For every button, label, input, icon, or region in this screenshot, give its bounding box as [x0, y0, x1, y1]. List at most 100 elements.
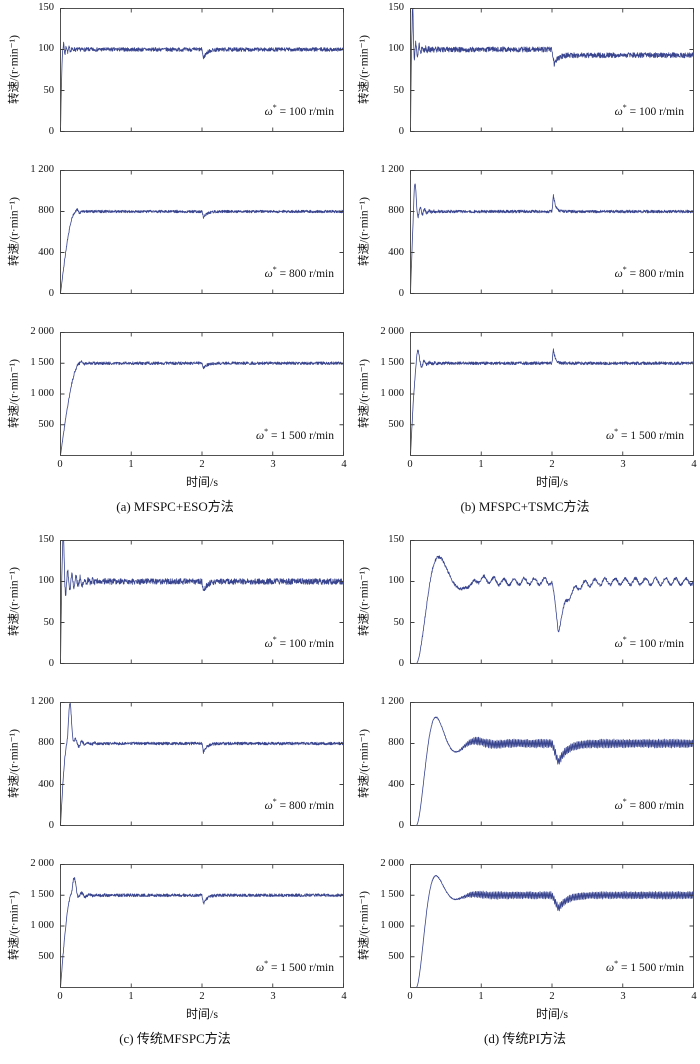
y-tick-label: 0 — [398, 288, 404, 299]
plot-canvas-a2 — [60, 170, 344, 294]
y-tick-label: 500 — [388, 951, 404, 962]
panel-d-plots: 转速/(r·min⁻¹) 0 50 100 150 ω* = 100 r/min 转速/(r… — [350, 532, 700, 1021]
x-tick-label: 3 — [620, 459, 626, 470]
x-axis-label: 时间/s — [535, 475, 568, 489]
y-tick-label: 0 — [398, 126, 404, 137]
x-tick-label: 2 — [199, 459, 205, 470]
x-tick-label: 3 — [270, 991, 276, 1002]
subplot-b1: 转速/(r·min⁻¹) 0 50 100 150 ω* = 100 r/min — [354, 2, 694, 137]
y-tick-label: 400 — [388, 246, 404, 258]
plot-canvas-c3 — [60, 864, 344, 988]
panel-b-caption: (b) MFSPC+TSMC方法 — [460, 499, 590, 514]
panel-c-caption: (c) 传统MFSPC方法 — [119, 1031, 231, 1046]
subplot-a3: 转速/(r·min⁻¹) 500 1 000 1 500 2 000 ω* = 1 500… — [4, 326, 347, 489]
y-tick-label: 50 — [393, 84, 405, 96]
setpoint-annotation: ω* = 100 r/min — [264, 103, 334, 118]
panel-d: 转速/(r·min⁻¹) 0 50 100 150 ω* = 100 r/min 转速/(r… — [350, 532, 700, 1064]
plot-area-a1: ω* = 100 r/min — [60, 8, 344, 132]
y-tick-label: 0 — [398, 658, 404, 669]
subplot-d1: 转速/(r·min⁻¹) 0 50 100 150 ω* = 100 r/min — [354, 534, 694, 669]
panel-d-caption: (d) 传统PI方法 — [484, 1031, 566, 1046]
y-tick-label: 100 — [38, 43, 54, 55]
panel-a-caption: (a) MFSPC+ESO方法 — [116, 499, 234, 514]
y-tick-label: 2 000 — [30, 326, 54, 337]
x-tick-label: 1 — [478, 991, 484, 1002]
setpoint-annotation: ω* = 1 500 r/min — [605, 959, 684, 974]
y-axis-label: 转速/(r·min⁻¹) — [358, 35, 371, 104]
x-tick-label: 1 — [478, 459, 484, 470]
y-tick-label: 1 000 — [380, 920, 404, 931]
y-tick-label: 800 — [38, 737, 54, 749]
setpoint-annotation: ω* = 800 r/min — [264, 265, 334, 280]
y-tick-label: 500 — [38, 951, 54, 962]
x-axis-label: 时间/s — [185, 475, 218, 489]
x-tick-label: 2 — [549, 991, 555, 1002]
plot-area-c2: ω* = 800 r/min — [60, 702, 344, 826]
y-tick-label: 150 — [38, 2, 54, 13]
setpoint-annotation: ω* = 100 r/min — [264, 635, 334, 650]
y-tick-label: 400 — [38, 246, 54, 258]
plot-area-c3: ω* = 1 500 r/min 0 1 2 3 4 — [57, 864, 347, 1002]
y-axis-label: 转速/(r·min⁻¹) — [8, 35, 21, 104]
y-tick-label: 0 — [48, 288, 54, 299]
plot-canvas-b2 — [410, 170, 694, 294]
plot-area-b3: ω* = 1 500 r/min 0 1 2 3 4 — [407, 332, 697, 470]
y-tick-label: 0 — [48, 658, 54, 669]
x-tick-label: 3 — [270, 459, 276, 470]
subplot-c1: 转速/(r·min⁻¹) 0 50 100 150 ω* = 100 r/min — [4, 534, 344, 669]
y-tick-label: 1 000 — [380, 388, 404, 399]
panel-c-plots: 转速/(r·min⁻¹) 0 50 100 150 ω* = 100 r/min 转速/(r… — [0, 532, 350, 1021]
y-tick-label: 800 — [388, 737, 404, 749]
subplot-d2: 转速/(r·min⁻¹) 0 400 800 1 200 ω* = 800 r/min — [354, 696, 694, 831]
subplot-b2: 转速/(r·min⁻¹) 0 400 800 1 200 ω* = 800 r/min — [354, 164, 694, 299]
y-tick-label: 0 — [398, 820, 404, 831]
y-tick-label: 100 — [388, 43, 404, 55]
y-tick-label: 150 — [388, 534, 404, 545]
y-tick-label: 2 000 — [30, 858, 54, 869]
x-tick-label: 0 — [407, 991, 413, 1002]
y-axis-label: 转速/(r·min⁻¹) — [358, 567, 371, 636]
y-axis-label: 转速/(r·min⁻¹) — [358, 729, 371, 798]
panel-c: 转速/(r·min⁻¹) 0 50 100 150 ω* = 100 r/min 转速/(r… — [0, 532, 350, 1064]
plot-canvas-c2 — [60, 702, 344, 826]
plot-canvas-b3 — [410, 332, 694, 456]
y-tick-label: 1 200 — [30, 164, 54, 175]
y-tick-label: 0 — [48, 126, 54, 137]
subplot-c3: 转速/(r·min⁻¹) 500 1 000 1 500 2 000 ω* = 1 500… — [4, 858, 347, 1021]
x-tick-label: 1 — [128, 459, 134, 470]
x-tick-label: 0 — [407, 459, 413, 470]
y-tick-label: 500 — [388, 419, 404, 430]
plot-area-a3: ω* = 1 500 r/min 0 1 2 3 4 — [57, 332, 347, 470]
y-tick-label: 500 — [38, 419, 54, 430]
x-axis-label: 时间/s — [185, 1007, 218, 1021]
y-tick-label: 1 200 — [380, 696, 404, 707]
y-axis-label: 转速/(r·min⁻¹) — [8, 729, 21, 798]
x-tick-label: 2 — [549, 459, 555, 470]
y-tick-label: 100 — [38, 575, 54, 587]
y-tick-label: 1 500 — [30, 357, 54, 368]
y-tick-label: 400 — [388, 778, 404, 790]
plot-area-a2: ω* = 800 r/min — [60, 170, 344, 294]
x-tick-label: 4 — [341, 991, 347, 1002]
y-tick-label: 100 — [388, 575, 404, 587]
x-tick-label: 4 — [341, 459, 347, 470]
subplot-b3: 转速/(r·min⁻¹) 500 1 000 1 500 2 000 ω* = 1 500… — [354, 326, 697, 489]
panel-a-plots: 转速/(r·min⁻¹) 0 50 100 150 ω* = 100 r/min 转速/(r… — [0, 0, 350, 489]
plot-canvas-a3 — [60, 332, 344, 456]
y-tick-label: 1 500 — [380, 889, 404, 900]
panel-a: 转速/(r·min⁻¹) 0 50 100 150 ω* = 100 r/min 转速/(r… — [0, 0, 350, 532]
y-tick-label: 2 000 — [380, 326, 404, 337]
panel-b-plots: 转速/(r·min⁻¹) 0 50 100 150 ω* = 100 r/min 转速/(r… — [350, 0, 700, 489]
x-tick-label: 4 — [691, 459, 697, 470]
plot-canvas-c1 — [60, 540, 344, 664]
plot-area-d1: ω* = 100 r/min — [410, 540, 694, 664]
subplot-a2: 转速/(r·min⁻¹) 0 400 800 1 200 ω* = 800 r/min — [4, 164, 344, 299]
y-tick-label: 50 — [43, 616, 55, 628]
plot-canvas-d1 — [410, 540, 694, 664]
y-tick-label: 1 500 — [380, 357, 404, 368]
x-tick-label: 1 — [128, 991, 134, 1002]
y-tick-label: 0 — [48, 820, 54, 831]
plot-canvas-a1 — [60, 8, 344, 132]
subplot-c2: 转速/(r·min⁻¹) 0 400 800 1 200 ω* = 800 r/min — [4, 696, 344, 831]
